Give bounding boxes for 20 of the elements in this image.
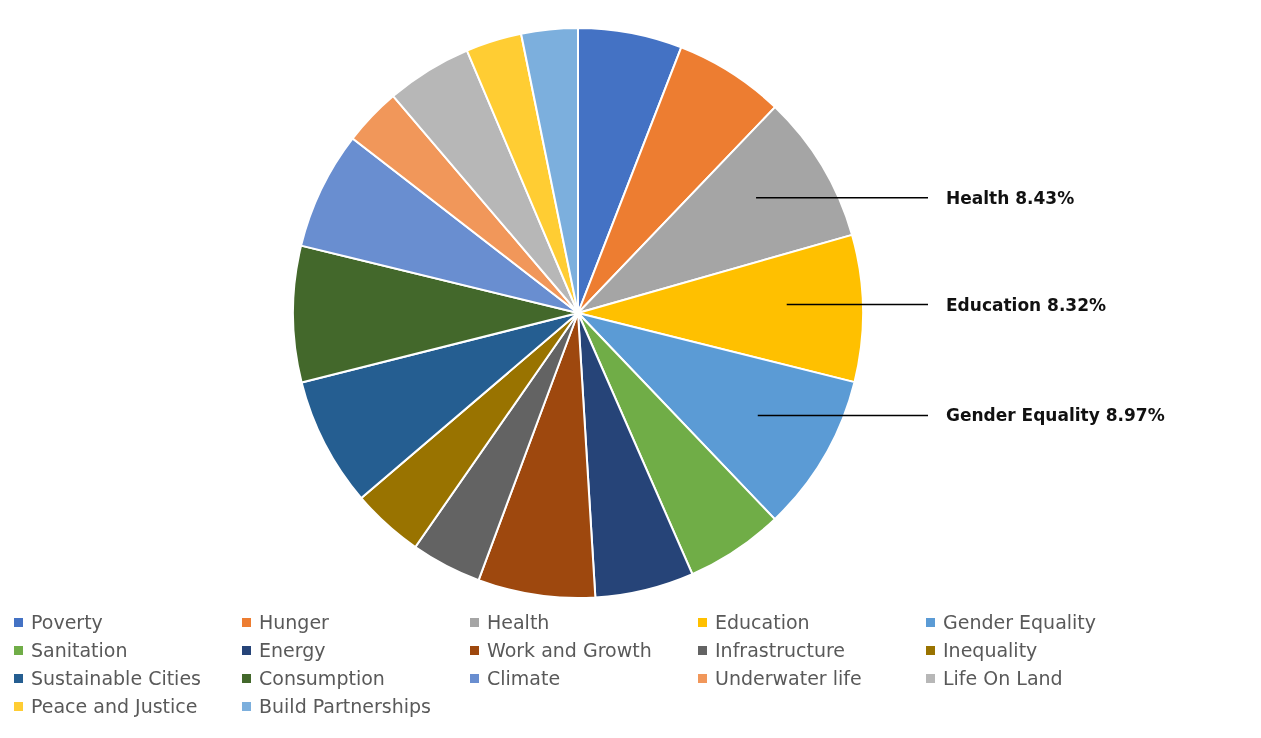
category-label: Gender Equality 8.97% — [946, 405, 1165, 426]
legend-label: Sanitation — [31, 639, 128, 661]
legend-label: Infrastructure — [715, 639, 846, 661]
legend-label: Life On Land — [943, 667, 1063, 689]
category-label: Health 8.43% — [946, 187, 1075, 208]
legend-label: Poverty — [31, 611, 103, 633]
legend-label: Gender Equality — [943, 611, 1097, 633]
legend-label: Underwater life — [715, 667, 862, 689]
legend-label: Consumption — [259, 667, 385, 689]
legend-label: Climate — [487, 667, 561, 689]
legend-label: Health — [487, 611, 550, 633]
legend-label: Education — [715, 611, 810, 633]
legend-label: Peace and Justice — [31, 695, 198, 717]
legend-label: Work and Growth — [487, 639, 652, 661]
legend-label: Hunger — [259, 611, 329, 633]
legend-label: Build Partnerships — [259, 695, 431, 717]
legend-label: Inequality — [943, 639, 1038, 661]
legend-label: Energy — [259, 639, 326, 661]
category-label: Education 8.32% — [946, 294, 1107, 315]
legend-label: Sustainable Cities — [31, 667, 201, 689]
